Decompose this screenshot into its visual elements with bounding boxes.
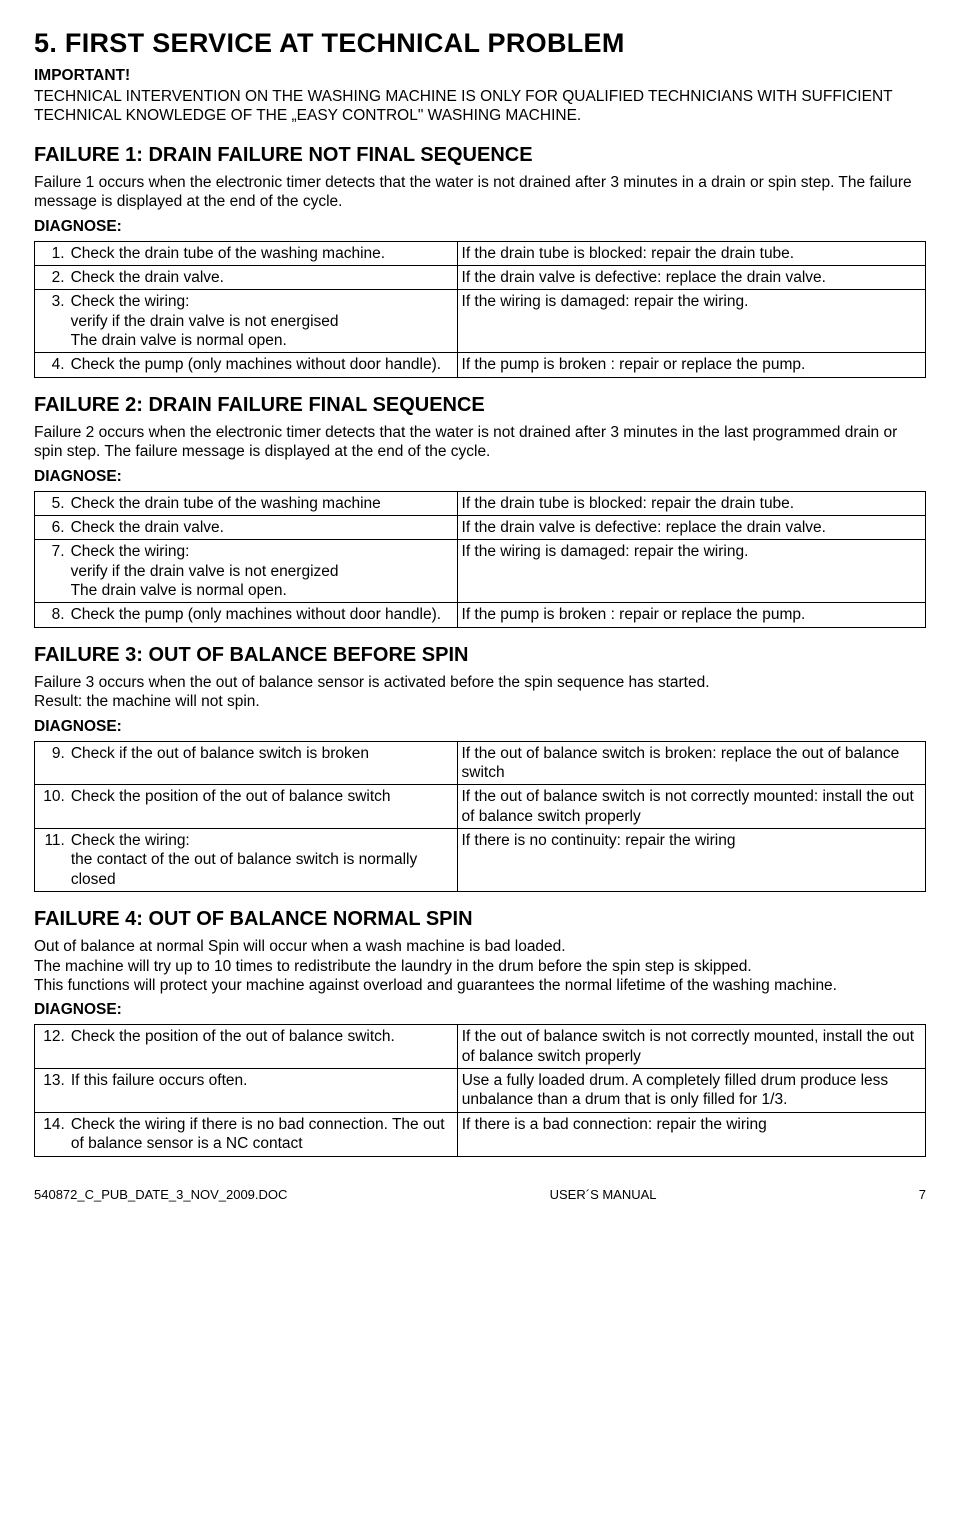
table-row: 10.Check the position of the out of bala…: [35, 785, 926, 829]
page-title: 5. FIRST SERVICE AT TECHNICAL PROBLEM: [34, 28, 926, 59]
row-solution: If the out of balance switch is not corr…: [457, 785, 926, 829]
row-check: If this failure occurs often.: [67, 1069, 457, 1113]
row-check: Check the drain valve.: [67, 265, 457, 289]
row-number: 10.: [35, 785, 67, 829]
row-solution: If the out of balance switch is broken: …: [457, 741, 926, 785]
table-row: 9.Check if the out of balance switch is …: [35, 741, 926, 785]
row-solution: If the pump is broken : repair or replac…: [457, 603, 925, 627]
row-number: 14.: [35, 1112, 67, 1156]
footer-center: USER´S MANUAL: [550, 1187, 657, 1202]
row-number: 5.: [35, 491, 67, 515]
diagnose-table: 1.Check the drain tube of the washing ma…: [34, 241, 926, 378]
failure-section: FAILURE 4: OUT OF BALANCE NORMAL SPIN Out…: [34, 908, 926, 1156]
row-check: Check the wiring:verify if the drain val…: [67, 290, 457, 353]
row-check: Check the position of the out of balance…: [67, 1025, 457, 1069]
failure-description: Failure 3 occurs when the out of balance…: [34, 673, 926, 712]
failure-section: FAILURE 1: DRAIN FAILURE NOT FINAL SEQUE…: [34, 144, 926, 378]
table-row: 13.If this failure occurs often.Use a fu…: [35, 1069, 926, 1113]
diagnose-label: DIAGNOSE:: [34, 718, 926, 736]
row-check: Check the pump (only machines without do…: [67, 353, 457, 377]
diagnose-label: DIAGNOSE:: [34, 468, 926, 486]
row-solution: If the drain valve is defective: replace…: [457, 515, 925, 539]
failure-heading: FAILURE 2: DRAIN FAILURE FINAL SEQUENCE: [34, 394, 926, 417]
row-check: Check the drain valve.: [67, 515, 457, 539]
important-label: IMPORTANT!: [34, 67, 926, 85]
failure-heading: FAILURE 1: DRAIN FAILURE NOT FINAL SEQUE…: [34, 144, 926, 167]
row-check: Check if the out of balance switch is br…: [67, 741, 457, 785]
row-number: 2.: [35, 265, 67, 289]
table-row: 5.Check the drain tube of the washing ma…: [35, 491, 926, 515]
failure-description: Out of balance at normal Spin will occur…: [34, 937, 926, 995]
failure-description: Failure 1 occurs when the electronic tim…: [34, 173, 926, 212]
row-solution: Use a fully loaded drum. A completely fi…: [457, 1069, 925, 1113]
row-solution: If the wiring is damaged: repair the wir…: [457, 290, 925, 353]
table-row: 14.Check the wiring if there is no bad c…: [35, 1112, 926, 1156]
intro-text: TECHNICAL INTERVENTION ON THE WASHING MA…: [34, 87, 926, 126]
diagnose-label: DIAGNOSE:: [34, 1001, 926, 1019]
table-row: 8.Check the pump (only machines without …: [35, 603, 926, 627]
row-solution: If the drain valve is defective: replace…: [457, 265, 925, 289]
table-row: 1.Check the drain tube of the washing ma…: [35, 241, 926, 265]
row-check: Check the drain tube of the washing mach…: [67, 241, 457, 265]
diagnose-table: 12.Check the position of the out of bala…: [34, 1024, 926, 1156]
row-number: 3.: [35, 290, 67, 353]
table-row: 3.Check the wiring:verify if the drain v…: [35, 290, 926, 353]
row-number: 1.: [35, 241, 67, 265]
failure-section: FAILURE 3: OUT OF BALANCE BEFORE SPIN Fai…: [34, 644, 926, 892]
row-number: 6.: [35, 515, 67, 539]
failure-description: Failure 2 occurs when the electronic tim…: [34, 423, 926, 462]
row-number: 12.: [35, 1025, 67, 1069]
footer-left: 540872_C_PUB_DATE_3_NOV_2009.DOC: [34, 1187, 287, 1202]
row-solution: If the drain tube is blocked: repair the…: [457, 241, 925, 265]
row-check: Check the wiring if there is no bad conn…: [67, 1112, 457, 1156]
row-number: 13.: [35, 1069, 67, 1113]
row-number: 11.: [35, 829, 67, 892]
diagnose-table: 5.Check the drain tube of the washing ma…: [34, 491, 926, 628]
row-number: 9.: [35, 741, 67, 785]
diagnose-table: 9.Check if the out of balance switch is …: [34, 741, 926, 893]
row-check: Check the position of the out of balance…: [67, 785, 457, 829]
diagnose-label: DIAGNOSE:: [34, 218, 926, 236]
row-check: Check the wiring:verify if the drain val…: [67, 540, 457, 603]
footer-right: 7: [919, 1187, 926, 1202]
table-row: 12.Check the position of the out of bala…: [35, 1025, 926, 1069]
page-footer: 540872_C_PUB_DATE_3_NOV_2009.DOC USER´S …: [34, 1187, 926, 1202]
table-row: 6.Check the drain valve.If the drain val…: [35, 515, 926, 539]
row-number: 7.: [35, 540, 67, 603]
row-check: Check the wiring:the contact of the out …: [67, 829, 457, 892]
row-solution: If the pump is broken : repair or replac…: [457, 353, 925, 377]
table-row: 4.Check the pump (only machines without …: [35, 353, 926, 377]
table-row: 2.Check the drain valve.If the drain val…: [35, 265, 926, 289]
row-check: Check the drain tube of the washing mach…: [67, 491, 457, 515]
row-number: 4.: [35, 353, 67, 377]
row-number: 8.: [35, 603, 67, 627]
failure-heading: FAILURE 3: OUT OF BALANCE BEFORE SPIN: [34, 644, 926, 667]
row-check: Check the pump (only machines without do…: [67, 603, 457, 627]
failure-section: FAILURE 2: DRAIN FAILURE FINAL SEQUENCE F…: [34, 394, 926, 628]
table-row: 11.Check the wiring:the contact of the o…: [35, 829, 926, 892]
row-solution: If there is no continuity: repair the wi…: [457, 829, 926, 892]
row-solution: If the wiring is damaged: repair the wir…: [457, 540, 925, 603]
table-row: 7.Check the wiring:verify if the drain v…: [35, 540, 926, 603]
row-solution: If there is a bad connection: repair the…: [457, 1112, 925, 1156]
failure-heading: FAILURE 4: OUT OF BALANCE NORMAL SPIN: [34, 908, 926, 931]
row-solution: If the out of balance switch is not corr…: [457, 1025, 925, 1069]
row-solution: If the drain tube is blocked: repair the…: [457, 491, 925, 515]
